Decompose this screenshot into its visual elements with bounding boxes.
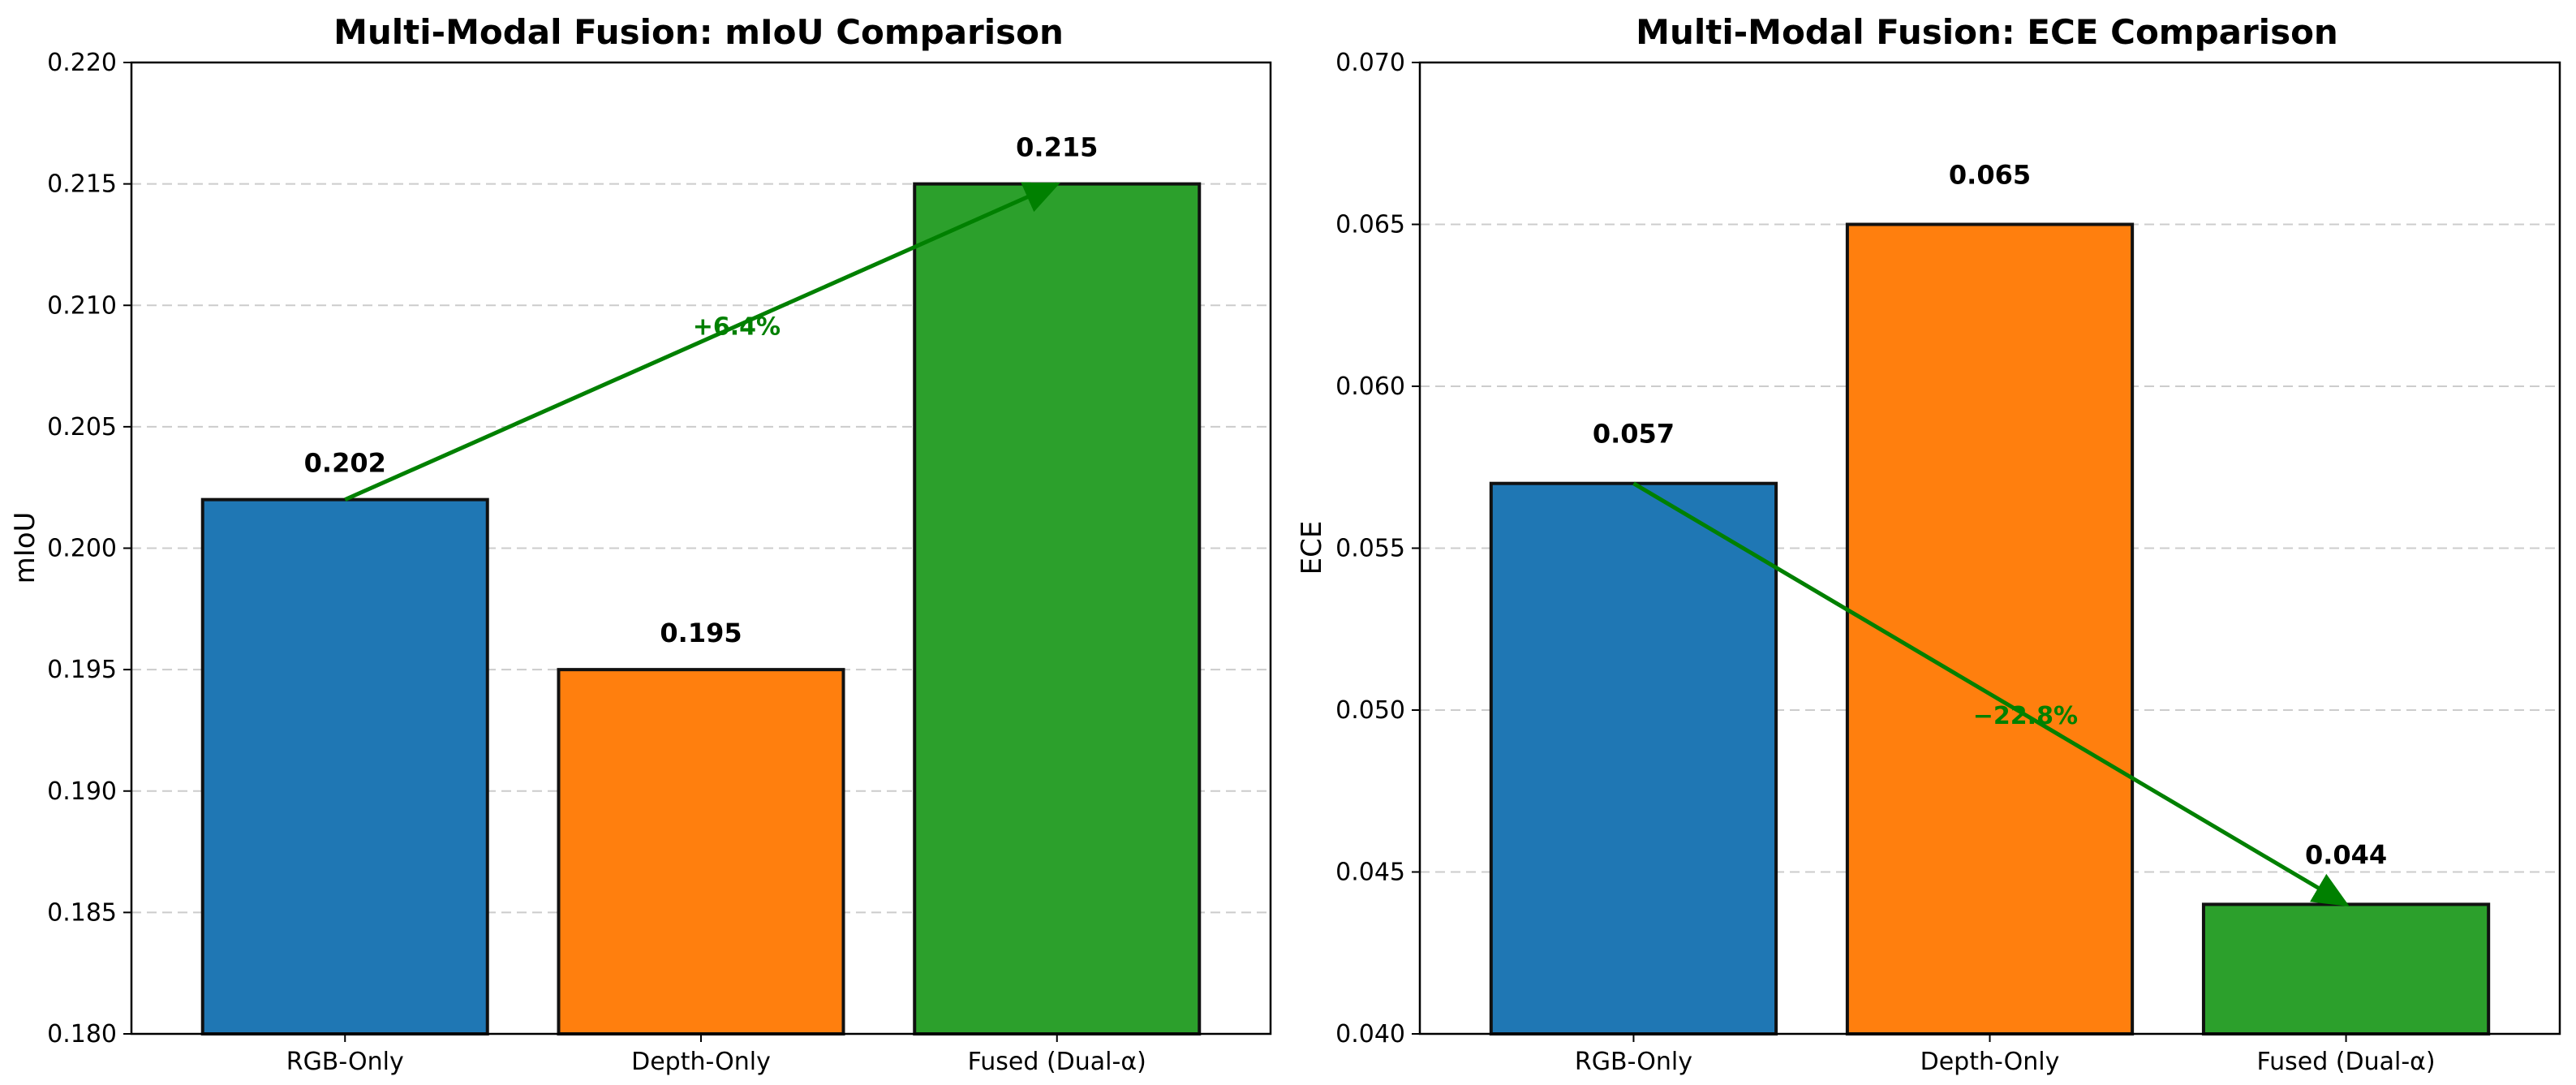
miou-y-tick-label: 0.180 — [47, 1020, 117, 1048]
ece-bar-3 — [2201, 902, 2491, 1036]
ece-bar-1 — [1489, 481, 1778, 1035]
ece-x-tick-label: Fused (Dual-α) — [2256, 1048, 2435, 1076]
ece-value-label: 0.044 — [2305, 839, 2387, 870]
ece-y-tick-label: 0.065 — [1335, 211, 1405, 239]
ece-y-tick-label: 0.060 — [1335, 372, 1405, 401]
ece-chart: Multi-Modal Fusion: ECE Comparison ECE 0… — [1296, 12, 2561, 1076]
miou-y-axis-label: mIoU — [9, 512, 41, 584]
miou-value-labels: 0.202 0.195 0.215 — [304, 132, 1099, 649]
miou-y-tick-label: 0.200 — [47, 535, 117, 563]
miou-y-tick-label: 0.215 — [47, 170, 117, 199]
ece-bars — [1489, 222, 2491, 1036]
miou-value-label: 0.195 — [660, 618, 742, 648]
ece-bar-2 — [1845, 222, 2135, 1035]
miou-y-tick-label: 0.185 — [47, 898, 117, 927]
ece-y-tick-label: 0.040 — [1335, 1020, 1405, 1048]
ece-improvement-arrow — [1632, 481, 2350, 906]
ece-value-label: 0.065 — [1949, 160, 2031, 191]
ece-value-label: 0.057 — [1593, 419, 1675, 450]
miou-y-tick-label: 0.190 — [47, 777, 117, 806]
ece-y-ticks: 0.040 0.045 0.050 0.055 0.060 0.065 0.070 — [1335, 49, 1420, 1048]
ece-y-tick-label: 0.055 — [1335, 535, 1405, 563]
miou-bars — [200, 182, 1202, 1035]
ece-axes-frame — [1418, 61, 2561, 1035]
miou-y-tick-label: 0.220 — [47, 49, 117, 77]
miou-x-tick-label: Fused (Dual-α) — [968, 1048, 1146, 1076]
miou-y-ticks: 0.180 0.185 0.190 0.195 0.200 0.205 0.210 0.215… — [47, 49, 131, 1048]
miou-bar-2 — [557, 668, 845, 1035]
ece-value-labels: 0.057 0.065 0.044 — [1593, 160, 2387, 871]
ece-chart-title: Multi-Modal Fusion: ECE Comparison — [1636, 12, 2338, 52]
miou-chart: Multi-Modal Fusion: mIoU Comparison mIoU… — [9, 12, 1272, 1076]
ece-x-tick-label: Depth-Only — [1920, 1048, 2060, 1076]
ece-improvement-label: −22.8% — [1973, 702, 2078, 730]
miou-y-tick-label: 0.210 — [47, 291, 117, 320]
miou-bar-3 — [913, 182, 1202, 1035]
miou-improvement-arrow — [344, 182, 1061, 502]
ece-y-tick-label: 0.070 — [1335, 49, 1405, 77]
ece-x-ticks: RGB-Only Depth-Only Fused (Dual-α) — [1575, 1034, 2436, 1076]
ece-y-tick-label: 0.045 — [1335, 859, 1405, 887]
ece-improvement-annotation: −22.8% — [1632, 481, 2350, 906]
miou-x-tick-label: RGB-Only — [286, 1048, 404, 1076]
miou-bar-1 — [200, 497, 489, 1035]
miou-improvement-label: +6.4% — [693, 313, 781, 342]
miou-axes-frame — [130, 61, 1272, 1035]
ece-y-axis-label: ECE — [1296, 521, 1328, 575]
ece-y-tick-label: 0.050 — [1335, 696, 1405, 725]
ece-x-tick-label: RGB-Only — [1575, 1048, 1692, 1076]
miou-x-ticks: RGB-Only Depth-Only Fused (Dual-α) — [286, 1034, 1146, 1076]
miou-y-tick-label: 0.195 — [47, 656, 117, 684]
miou-improvement-annotation: +6.4% — [344, 182, 1061, 502]
miou-chart-title: Multi-Modal Fusion: mIoU Comparison — [333, 12, 1064, 52]
miou-y-tick-label: 0.205 — [47, 413, 117, 441]
miou-value-label: 0.202 — [304, 448, 386, 479]
miou-value-label: 0.215 — [1016, 132, 1098, 163]
miou-x-tick-label: Depth-Only — [631, 1048, 771, 1076]
